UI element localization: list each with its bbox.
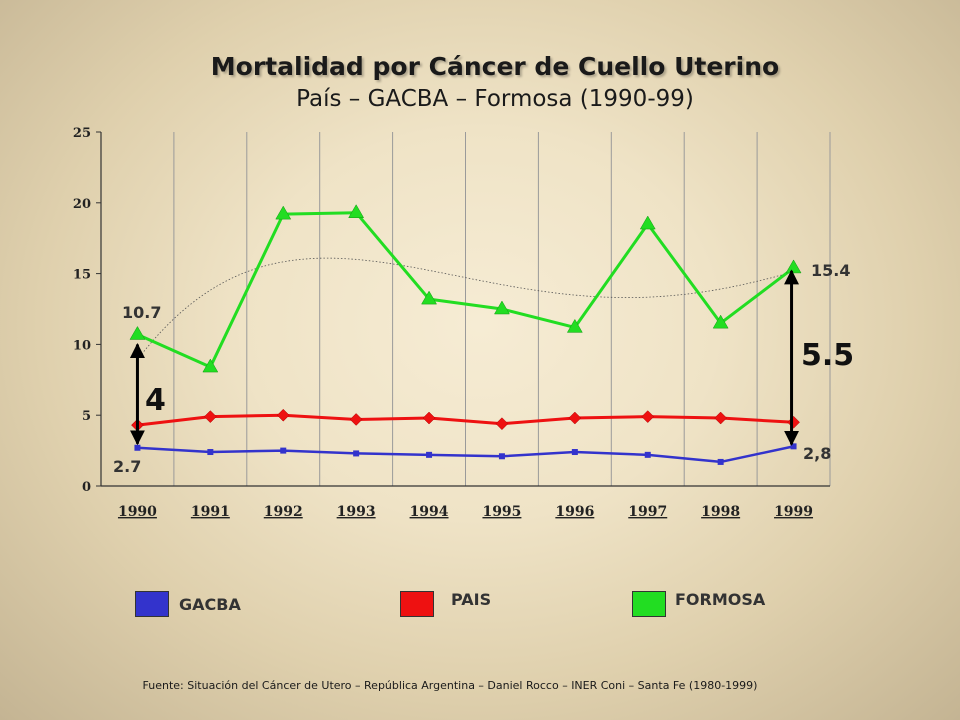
data-point-formosa — [566, 318, 583, 333]
x-tick-label: 1992 — [264, 504, 303, 520]
x-tick-label: 1996 — [555, 504, 594, 520]
legend-label-pais: PAIS — [451, 590, 492, 609]
y-tick-label: 15 — [73, 268, 91, 283]
legend-swatch-pais — [400, 591, 434, 617]
data-point-pais — [349, 413, 363, 426]
legend-label-formosa: FORMOSA — [675, 590, 766, 609]
data-label-1999-gacba: 2,8 — [803, 444, 831, 463]
data-point-formosa — [639, 215, 656, 230]
data-label-1999-formosa: 15.4 — [811, 261, 850, 280]
chart-subtitle: País – GACBA – Formosa (1990-99) — [296, 86, 694, 112]
x-tick-label: 1990 — [118, 504, 157, 520]
data-point-gacba — [353, 450, 360, 457]
data-point-pais — [495, 417, 509, 431]
data-point-formosa — [348, 204, 365, 218]
y-tick-label: 5 — [82, 409, 91, 424]
x-tick-label: 1997 — [628, 504, 667, 520]
series-line-gacba — [137, 445, 794, 464]
source-note: Fuente: Situación del Cáncer de Utero – … — [142, 679, 758, 692]
x-tick-label: 1993 — [337, 504, 376, 520]
x-tick-label: 1994 — [410, 504, 449, 520]
series-line-formosa — [136, 211, 795, 369]
data-label-1990-formosa: 10.7 — [122, 303, 161, 322]
data-point-pais — [714, 411, 728, 425]
data-point-pais — [568, 411, 582, 425]
y-tick-label: 0 — [82, 480, 91, 495]
trendline-formosa — [137, 257, 794, 361]
data-point-gacba — [280, 447, 287, 454]
y-tick-label: 25 — [73, 126, 91, 141]
legend-label-gacba: GACBA — [179, 595, 241, 614]
gap-label-1999: 5.5 — [801, 338, 854, 373]
data-point-formosa — [712, 314, 729, 329]
series-line-pais — [137, 413, 794, 427]
data-point-formosa — [129, 325, 146, 340]
data-point-pais — [641, 410, 655, 423]
y-tick-label: 10 — [73, 338, 91, 353]
data-point-gacba — [426, 451, 433, 458]
x-tick-label: 1999 — [774, 504, 813, 520]
data-point-pais — [276, 408, 290, 422]
chart-title: Mortalidad por Cáncer de Cuello Uterino — [210, 52, 780, 81]
legend-swatch-gacba — [135, 591, 169, 617]
gap-label-1990: 4 — [145, 383, 166, 418]
data-point-gacba — [717, 458, 724, 465]
data-point-formosa — [494, 300, 510, 315]
x-tick-label: 1991 — [191, 504, 230, 520]
data-point-formosa — [275, 205, 292, 220]
data-point-gacba — [571, 449, 578, 456]
x-tick-label: 1995 — [482, 504, 521, 520]
y-tick-label: 20 — [73, 197, 91, 212]
data-point-gacba — [207, 449, 214, 456]
x-tick-label: 1998 — [701, 504, 740, 520]
data-point-gacba — [498, 453, 505, 460]
legend-swatch-formosa — [632, 591, 666, 617]
data-point-gacba — [134, 444, 141, 451]
data-point-formosa — [421, 290, 437, 305]
data-point-pais — [203, 410, 217, 423]
data-point-pais — [422, 411, 436, 425]
data-point-gacba — [644, 451, 651, 458]
data-label-1990-gacba: 2.7 — [113, 457, 141, 476]
data-point-formosa — [202, 358, 219, 373]
data-point-gacba — [790, 443, 797, 450]
